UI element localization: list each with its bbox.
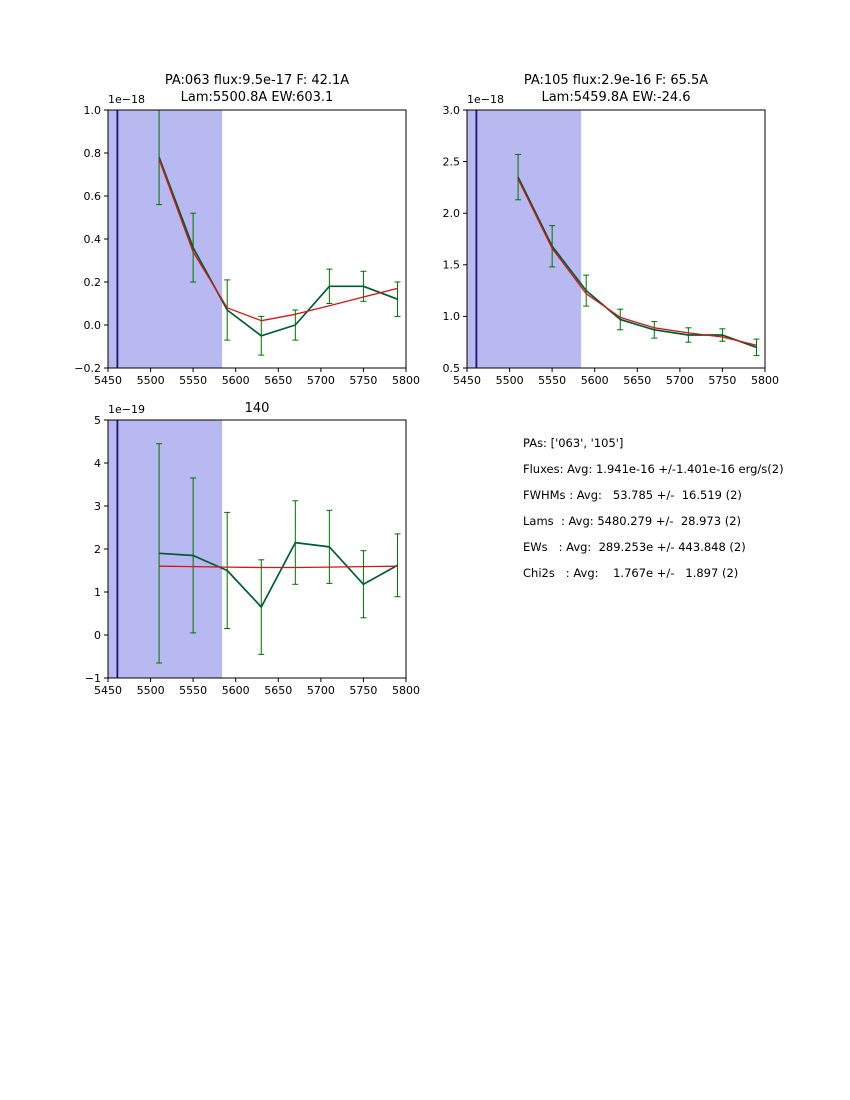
chart-title-line1: 140: [244, 401, 270, 416]
chart-140: 140 5450 5500 5550 5600 5650 5700 5750 5800 −1 0 1…: [40, 370, 420, 715]
x-tick-label: 5750: [349, 374, 377, 387]
fit-line: [159, 565, 398, 569]
x-tick-label: 5750: [708, 374, 736, 387]
y-scale-offset-label: 1e−19: [108, 403, 145, 416]
x-tick-label: 5500: [137, 684, 165, 697]
stat-fluxes: Fluxes: Avg: 1.941e-16 +/-1.401e-16 erg/…: [523, 462, 784, 476]
chart-title-line1: PA:105 flux:2.9e-16 F: 65.5A: [523, 73, 709, 88]
chart-title-line2: Lam:5459.8A EW:-24.6: [541, 90, 691, 105]
chart-140-plot: 5450 5500 5550 5600 5650 5700 5750 5800−1012345…: [85, 403, 420, 697]
y-tick-label: 5: [94, 414, 101, 427]
chart-pa063-plot: 5450 5500 5550 5600 5650 5700 5750 5800 −0.2 0.0 0…: [74, 93, 420, 387]
spectrum-errorbars: [515, 153, 760, 357]
x-tick-label: 5800: [751, 374, 779, 387]
y-scale-offset-label: 1e−18: [108, 93, 145, 106]
chart-pa105-plot: 5450 5500 5550 5600 5650 5700 5750 5800 0.5 1.0 1.…: [443, 93, 780, 387]
chart-140-title: 140: [108, 400, 406, 417]
fit-window-band: [108, 110, 223, 368]
x-tick-label: 5650: [264, 374, 292, 387]
axis-ticks: 5450 5500 5550 5600 5650 5700 5750 5800 0.5 1.0 1.…: [443, 104, 780, 387]
x-tick-label: 5450: [453, 374, 481, 387]
x-tick-label: 5600: [222, 684, 250, 697]
spectrum-line: [158, 157, 398, 337]
y-tick-label: 0.5: [443, 362, 461, 375]
y-tick-label: 0.0: [84, 319, 102, 332]
y-tick-label: 0.8: [84, 147, 102, 160]
y-tick-label: −0.2: [74, 362, 101, 375]
x-tick-label: 5600: [222, 374, 250, 387]
fit-window-band: [467, 110, 582, 368]
x-tick-label: 5550: [179, 684, 207, 697]
x-tick-label: 5550: [179, 374, 207, 387]
y-tick-label: 1: [94, 586, 101, 599]
chart-pa105: PA:105 flux:2.9e-16 F: 65.5A Lam:5459.8A…: [399, 60, 780, 405]
axes-frame: [466, 109, 766, 369]
y-tick-label: 1.0: [443, 310, 461, 323]
y-tick-label: 0.6: [84, 190, 102, 203]
y-tick-label: 1.0: [84, 104, 102, 117]
y-tick-label: −1: [85, 672, 101, 685]
x-tick-label: 5800: [392, 684, 420, 697]
spectrum-errorbars: [156, 443, 401, 664]
x-tick-label: 5600: [581, 374, 609, 387]
chart-pa063-title: PA:063 flux:9.5e-17 F: 42.1A Lam:5500.8A…: [108, 72, 406, 106]
x-tick-label: 5550: [538, 374, 566, 387]
y-tick-label: 4: [94, 457, 101, 470]
fit-line: [517, 178, 757, 346]
y-tick-label: 2.0: [443, 207, 461, 220]
axis-ticks: 5450 5500 5550 5600 5650 5700 5750 5800 −1 0 1 2 3 4 5: [85, 414, 420, 697]
x-tick-label: 5500: [496, 374, 524, 387]
x-tick-label: 5700: [307, 374, 335, 387]
chart-title-line2: Lam:5500.8A EW:603.1: [180, 90, 334, 105]
stat-pas: PAs: ['063', '105']: [523, 436, 624, 450]
axis-ticks: 5450 5500 5550 5600 5650 5700 5750 5800 −0.2 0.0 0…: [74, 104, 420, 387]
x-tick-label: 5450: [94, 684, 122, 697]
y-tick-label: 2: [94, 543, 101, 556]
spectrum-line: [517, 176, 757, 349]
x-tick-label: 5700: [307, 684, 335, 697]
y-tick-label: 0.4: [84, 233, 102, 246]
y-tick-label: 1.5: [443, 259, 461, 272]
y-tick-label: 3: [94, 500, 101, 513]
stats-block: PAs: ['063', '105'] Fluxes: Avg: 1.941e-…: [523, 430, 784, 586]
stat-ews: EWs : Avg: 289.253e +/- 443.848 (2): [523, 540, 746, 554]
spectrum-line: [159, 541, 398, 608]
chart-pa063: PA:063 flux:9.5e-17 F: 42.1A Lam:5500.8A…: [40, 60, 420, 405]
chart-title-line1: PA:063 flux:9.5e-17 F: 42.1A: [164, 73, 350, 88]
x-tick-label: 5650: [623, 374, 651, 387]
x-tick-label: 5500: [137, 374, 165, 387]
x-tick-label: 5800: [392, 374, 420, 387]
stat-lams: Lams : Avg: 5480.279 +/- 28.973 (2): [523, 514, 742, 528]
stat-chi2s: Chi2s : Avg: 1.767e +/- 1.897 (2): [523, 566, 739, 580]
x-tick-label: 5750: [349, 684, 377, 697]
y-tick-label: 0: [94, 629, 101, 642]
x-tick-label: 5700: [666, 374, 694, 387]
y-scale-offset-label: 1e−18: [467, 93, 504, 106]
x-tick-label: 5650: [264, 684, 292, 697]
y-tick-label: 0.2: [84, 276, 102, 289]
y-tick-label: 2.5: [443, 155, 461, 168]
chart-pa105-title: PA:105 flux:2.9e-16 F: 65.5A Lam:5459.8A…: [467, 72, 765, 106]
fit-window-band: [108, 420, 223, 678]
y-tick-label: 3.0: [443, 104, 461, 117]
fit-line: [158, 159, 398, 322]
x-tick-label: 5450: [94, 374, 122, 387]
stat-fwhms: FWHMs : Avg: 53.785 +/- 16.519 (2): [523, 488, 742, 502]
